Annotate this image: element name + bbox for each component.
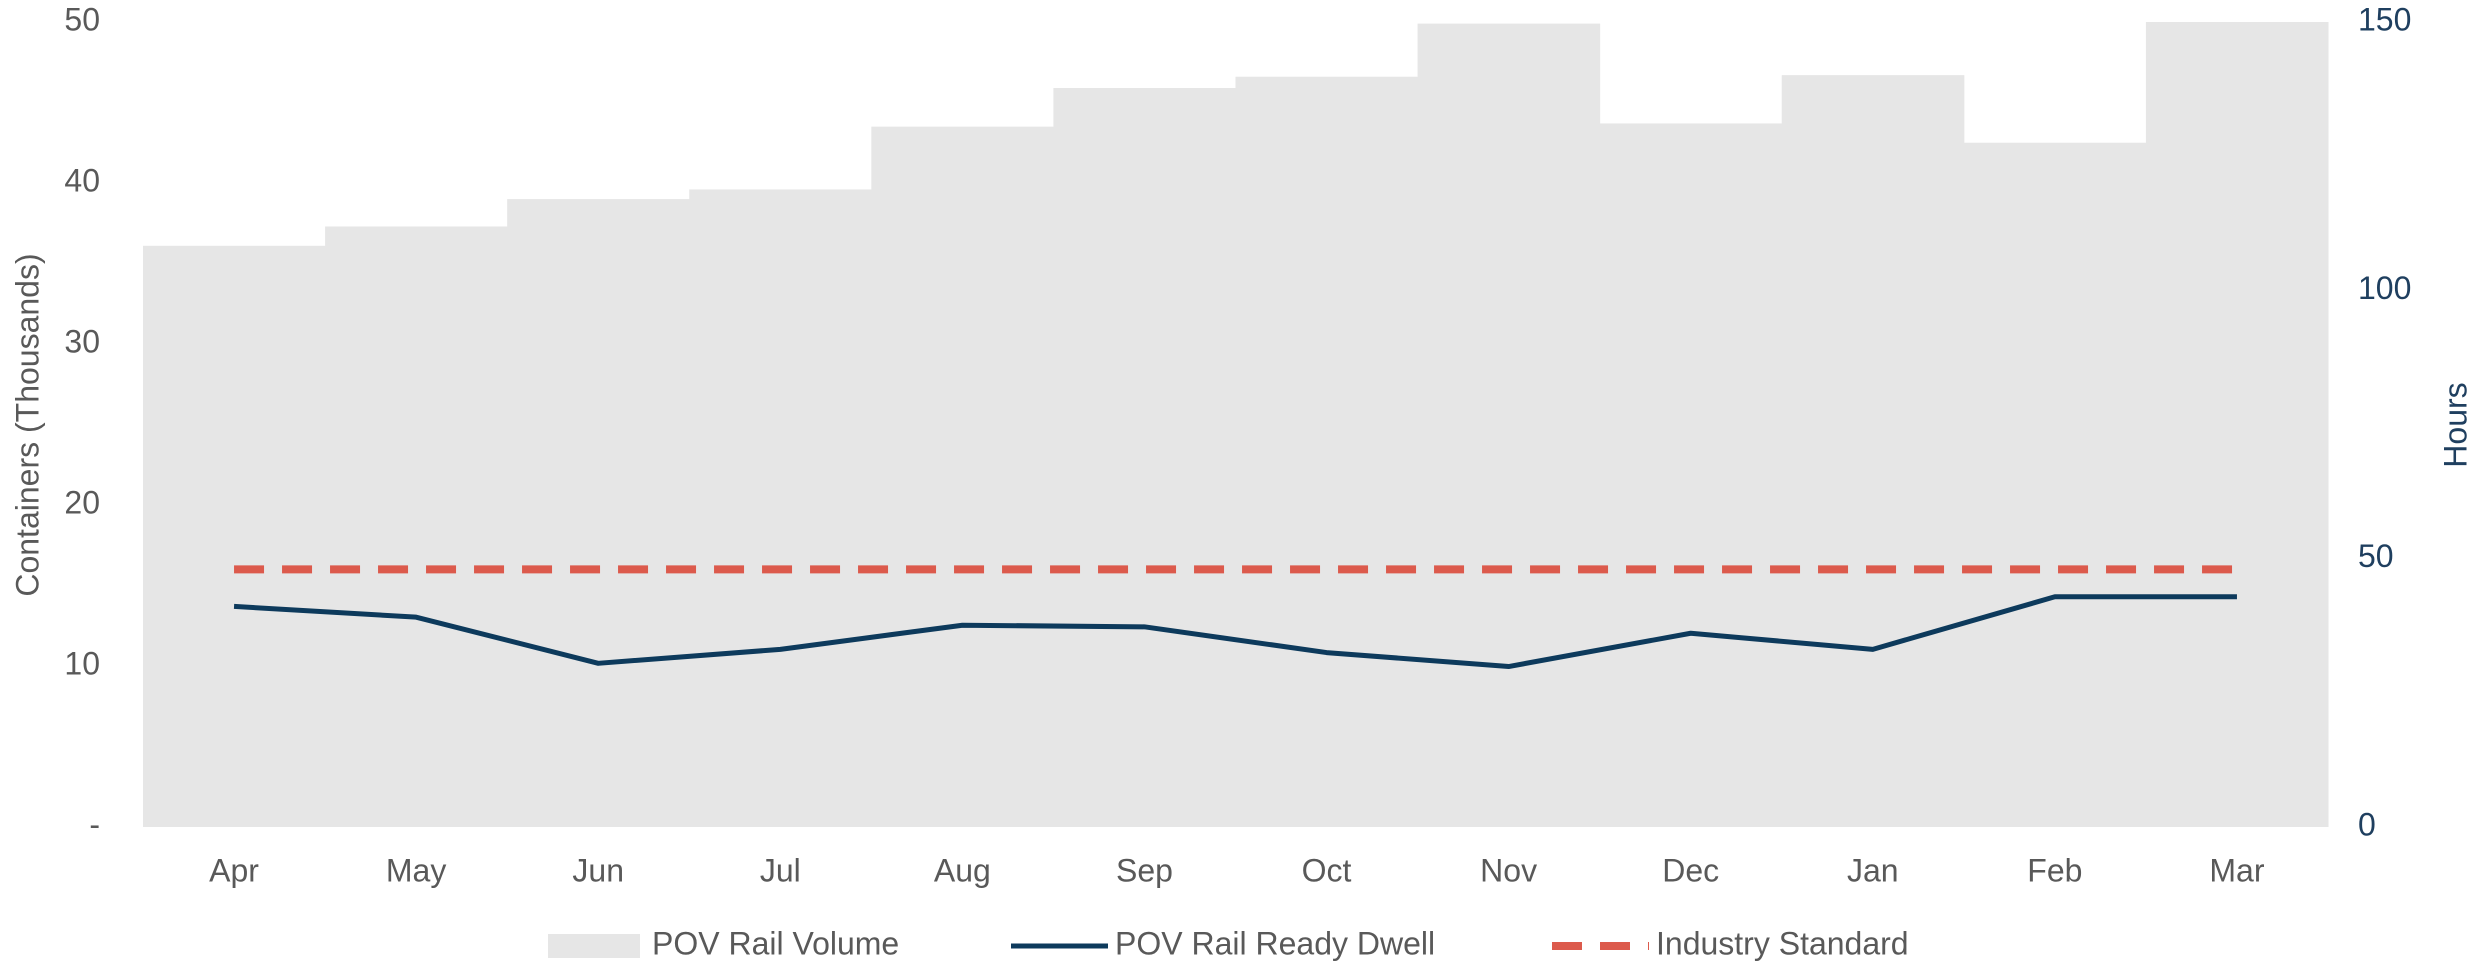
x-tick-label: Feb	[2027, 852, 2082, 888]
x-tick-label: Jan	[1847, 852, 1899, 888]
bar	[1235, 76, 1419, 828]
bar	[1599, 123, 1783, 828]
x-tick-label: Sep	[1116, 852, 1173, 888]
legend-label: Industry Standard	[1656, 925, 1909, 961]
bar	[2145, 22, 2329, 827]
bar	[1781, 75, 1965, 827]
bar	[1417, 23, 1601, 828]
y-tick-label: 20	[64, 484, 100, 520]
y-tick-label: 50	[64, 1, 100, 37]
bar	[689, 189, 872, 827]
x-tick-label: Nov	[1480, 852, 1537, 888]
y2-tick-label: 150	[2358, 1, 2411, 37]
y2-tick-label: 0	[2358, 806, 2376, 842]
y-axis-label: Containers (Thousands)	[9, 253, 45, 596]
y-tick-label: -	[89, 806, 100, 842]
x-tick-label: Apr	[209, 852, 259, 888]
bar	[325, 226, 508, 828]
y2-axis-label: Hours	[2437, 382, 2473, 467]
x-tick-label: Mar	[2209, 852, 2264, 888]
legend-label: POV Rail Volume	[652, 925, 899, 961]
bar	[507, 199, 690, 828]
bar	[871, 126, 1054, 827]
x-tick-label: Jun	[572, 852, 624, 888]
x-tick-label: May	[386, 852, 446, 888]
x-tick-label: Aug	[934, 852, 991, 888]
y-tick-label: 30	[64, 323, 100, 359]
x-tick-label: Jul	[760, 852, 801, 888]
y2-tick-label: 50	[2358, 538, 2394, 574]
x-tick-label: Oct	[1302, 852, 1352, 888]
y-tick-label: 40	[64, 162, 100, 198]
bar	[143, 245, 326, 828]
legend-label: POV Rail Ready Dwell	[1115, 925, 1435, 961]
bar	[1053, 88, 1236, 827]
bar	[1963, 142, 2147, 827]
x-tick-label: Dec	[1662, 852, 1719, 888]
y2-tick-label: 100	[2358, 270, 2411, 306]
legend-swatch	[548, 934, 640, 958]
line	[233, 594, 2237, 670]
y-tick-label: 10	[64, 645, 100, 681]
